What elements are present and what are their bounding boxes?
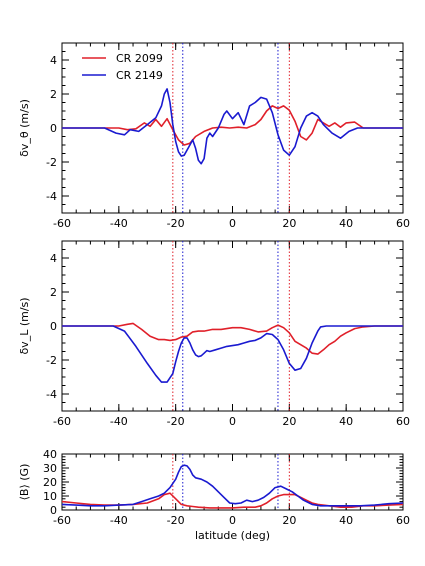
x-tick-label: -60: [53, 217, 71, 230]
y-axis-label: δv_L (m/s): [18, 297, 31, 354]
series-group: [62, 322, 403, 383]
x-axis-label: latitude (deg): [195, 529, 270, 542]
x-tick-label: 40: [339, 514, 353, 527]
y-tick-label: 0: [50, 122, 57, 135]
x-tick-label: 0: [229, 415, 236, 428]
y-axis-label: ⟨B⟩ (G): [18, 464, 31, 501]
y-tick-label: -4: [46, 388, 57, 401]
y-tick-label: 4: [50, 54, 57, 67]
y-axis-label: δv_θ (m/s): [18, 99, 31, 157]
y-tick-label: 0: [50, 504, 57, 517]
legend-label: CR 2149: [116, 69, 163, 82]
x-tick-label: -40: [110, 217, 128, 230]
x-tick-label: 60: [396, 514, 410, 527]
x-tick-label: 20: [282, 217, 296, 230]
y-tick-label: -4: [46, 190, 57, 203]
x-tick-label: -60: [53, 514, 71, 527]
y-tick-label: 4: [50, 252, 57, 265]
y-tick-label: 30: [43, 462, 57, 475]
y-tick-label: 2: [50, 88, 57, 101]
y-tick-label: -2: [46, 354, 57, 367]
x-tick-label: 60: [396, 217, 410, 230]
x-tick-label: 20: [282, 415, 296, 428]
series-line-cr-2149: [62, 464, 403, 507]
x-tick-label: 20: [282, 514, 296, 527]
y-tick-label: -2: [46, 156, 57, 169]
legend-label: CR 2099: [116, 52, 163, 65]
x-tick-label: 60: [396, 415, 410, 428]
series-group: [62, 88, 403, 165]
x-tick-label: -40: [110, 415, 128, 428]
x-tick-label: -20: [167, 415, 185, 428]
x-tick-label: 40: [339, 415, 353, 428]
x-tick-label: -60: [53, 415, 71, 428]
x-tick-label: -40: [110, 514, 128, 527]
x-tick-label: 40: [339, 217, 353, 230]
x-tick-label: 0: [229, 217, 236, 230]
x-tick-label: 0: [229, 514, 236, 527]
series-line-cr-2099: [62, 322, 403, 355]
y-tick-label: 20: [43, 476, 57, 489]
y-tick-label: 10: [43, 490, 57, 503]
x-tick-label: -20: [167, 514, 185, 527]
series-group: [62, 464, 403, 509]
y-tick-label: 0: [50, 320, 57, 333]
series-line-cr-2099: [62, 105, 403, 146]
series-line-cr-2149: [62, 325, 403, 383]
x-tick-label: -20: [167, 217, 185, 230]
series-line-cr-2149: [62, 88, 403, 165]
y-tick-label: 2: [50, 286, 57, 299]
y-tick-label: 40: [43, 448, 57, 461]
